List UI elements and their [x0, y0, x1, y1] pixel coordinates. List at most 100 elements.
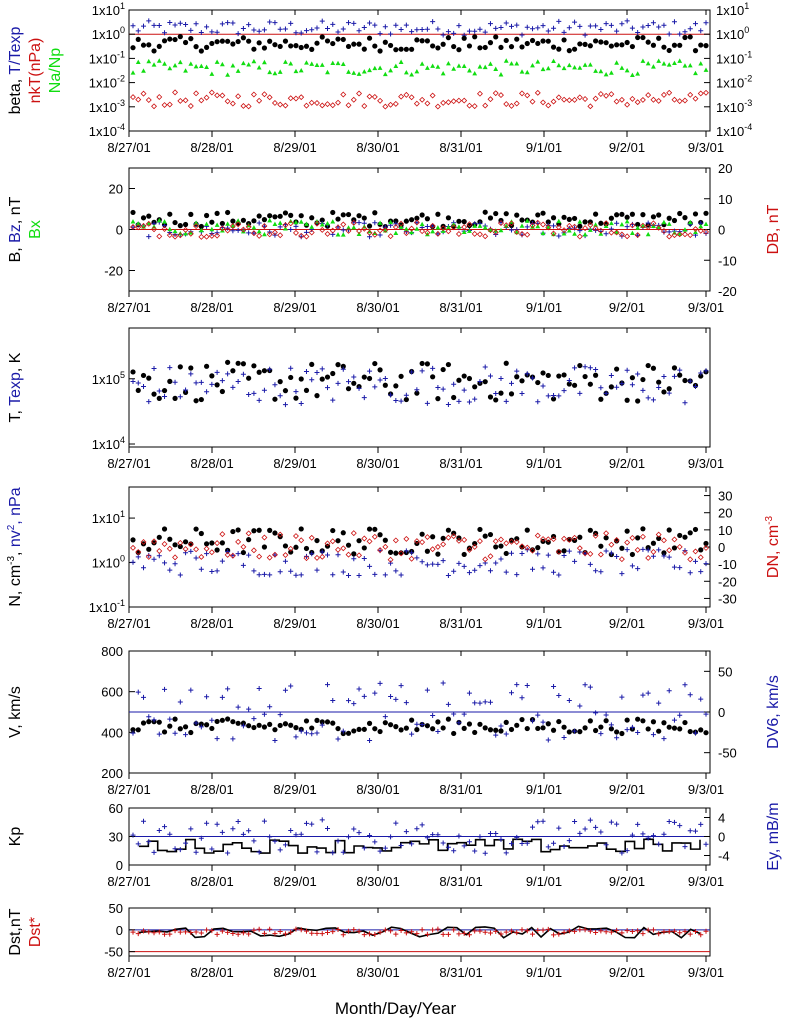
panel-2-series-4-mark	[371, 231, 378, 238]
panel-5-series-1-mark	[182, 724, 189, 730]
panel-3-series-2-mark	[293, 389, 299, 395]
panel-1-series-2-mark	[351, 41, 357, 47]
panel-2-series-4-mark	[666, 233, 673, 240]
panel-6-series-2-mark	[677, 823, 683, 829]
panel-2-series-3-mark	[630, 230, 635, 235]
panel-3-series-1-mark	[177, 364, 183, 370]
panel-7-series-2-mark	[251, 927, 257, 933]
panel-7-series-2-mark	[430, 927, 436, 933]
panel-2-series-3-mark	[388, 219, 393, 225]
panel-2-series-4-mark	[555, 224, 562, 231]
panel-1-series-4-mark	[292, 95, 299, 102]
panel-1-series-1-mark	[587, 23, 593, 29]
panel-4-series-3-mark	[203, 545, 210, 552]
panel-7-series-2-mark	[445, 931, 451, 937]
panel-2-series-1-mark	[571, 215, 578, 222]
panel-3-series-2-mark	[661, 373, 667, 379]
panel-2-series-4-mark	[561, 227, 568, 234]
panel-1-series-3-mark	[524, 69, 530, 75]
panel-7-series-2-mark	[288, 929, 294, 935]
panel-3-series-2-mark	[519, 390, 525, 396]
panel-4-series-3-mark	[282, 552, 289, 559]
panel-4-series-2-mark	[666, 554, 672, 560]
panel-1-series-3-mark	[467, 68, 472, 73]
panel-1-series-4-mark	[277, 101, 284, 108]
panel-7-series-2-mark	[193, 929, 199, 935]
panel-1-series-4-mark	[208, 89, 215, 96]
panel-3-series-2-mark	[451, 381, 457, 387]
panel-2-series-1-mark	[366, 223, 373, 229]
panel-3-series-1-mark	[677, 372, 683, 378]
panel-5-series-2-mark	[372, 690, 378, 696]
panel-4-series-2-mark	[556, 572, 562, 578]
panel-7-series-2-mark	[503, 929, 509, 935]
panel-3-series-1-mark	[198, 396, 204, 403]
panel-4-series-3-mark	[466, 546, 473, 553]
panel-3-series-1-mark	[293, 395, 299, 401]
panel-2-series-2-mark	[235, 227, 241, 233]
panel-4-series-3-mark	[319, 553, 326, 560]
panel-5-series-2-mark	[493, 732, 499, 738]
panel-5-series-1-mark	[161, 729, 168, 735]
panel-2-series-1-mark	[230, 218, 236, 224]
panel-3-series-1-mark	[161, 387, 168, 394]
panel-5-series-2-mark	[240, 723, 246, 729]
panel-6-series-2-mark	[456, 833, 462, 839]
panel-4-series-2-mark	[251, 568, 257, 574]
panel-5-series-2-mark	[582, 682, 588, 688]
panel-3-series-2-mark	[561, 388, 567, 394]
panel-7-series-2-mark	[225, 929, 231, 935]
panel-2-series-1-mark	[682, 215, 688, 221]
panel-1-series-2-mark	[666, 47, 672, 54]
panel-6-series-2-mark	[535, 819, 541, 825]
panel-5-series-2-mark	[256, 685, 262, 691]
panel-1-series-4-mark	[492, 90, 499, 97]
panel-2-series-1-mark	[130, 209, 136, 216]
panel-2-series-4-mark	[229, 223, 236, 229]
panel-5-series-2-mark	[267, 704, 273, 710]
panel-2-series-1-mark	[277, 213, 283, 219]
panel-6-series-2-mark	[314, 849, 320, 855]
panel-1-series-2-mark	[414, 37, 420, 43]
panel-1-series-3-mark	[477, 64, 483, 69]
panel-2-series-1-mark	[209, 219, 215, 225]
panel-5-series-2-mark	[219, 694, 225, 700]
panel-4-series-2-mark	[256, 572, 262, 578]
panel-3-series-1-mark	[303, 387, 310, 393]
panel-1-series-2-mark	[519, 44, 525, 50]
panel-4-right-y-tick-label: 10	[718, 523, 732, 538]
panel-1-series-4-mark	[308, 99, 315, 106]
panel-1-series-2-mark	[650, 42, 657, 48]
panel-4-series-1-mark	[209, 540, 215, 546]
panel-7-series-2-mark	[645, 927, 651, 933]
panel-3-series-2-mark	[409, 369, 415, 375]
panel-2-series-1-mark	[561, 214, 567, 220]
panel-1-series-4-mark	[229, 100, 236, 107]
panel-4-series-2-mark	[267, 572, 273, 578]
panel-3-series-1-mark	[682, 377, 688, 384]
panel-1-series-3-mark	[177, 59, 183, 65]
panel-4-series-1-mark	[172, 542, 178, 548]
panel-1-y-tick-label-right: 1x10-2	[716, 74, 752, 91]
panel-4-series-2-mark	[503, 569, 509, 575]
panel-5-series-1-mark	[508, 726, 515, 733]
panel-1-series-1-mark	[466, 28, 472, 34]
panel-1-series-1-mark	[314, 25, 320, 31]
panel-1-series-2-mark	[377, 48, 383, 54]
panel-1-series-3-mark	[472, 70, 478, 76]
panel-2-series-3-mark	[325, 220, 330, 226]
panel-3-series-1-mark	[414, 390, 420, 396]
panel-3-series-1-mark	[661, 389, 667, 395]
panel-4-series-2-mark	[424, 562, 430, 568]
panel-1-y-tick-label-right: 1x10-3	[716, 98, 752, 115]
panel-1-series-3-mark	[693, 70, 698, 76]
panel-1-series-4-mark	[287, 95, 294, 102]
panel-2-series-4-mark	[492, 229, 499, 236]
panel-2-series-3-mark	[146, 220, 152, 226]
panel-6-series-2-mark	[288, 827, 294, 833]
panel-1-series-4-mark	[240, 102, 247, 109]
panel-7-series-2-mark	[298, 927, 304, 933]
panel-2-series-3-mark	[540, 230, 546, 236]
panel-1-series-4-mark	[608, 91, 615, 98]
